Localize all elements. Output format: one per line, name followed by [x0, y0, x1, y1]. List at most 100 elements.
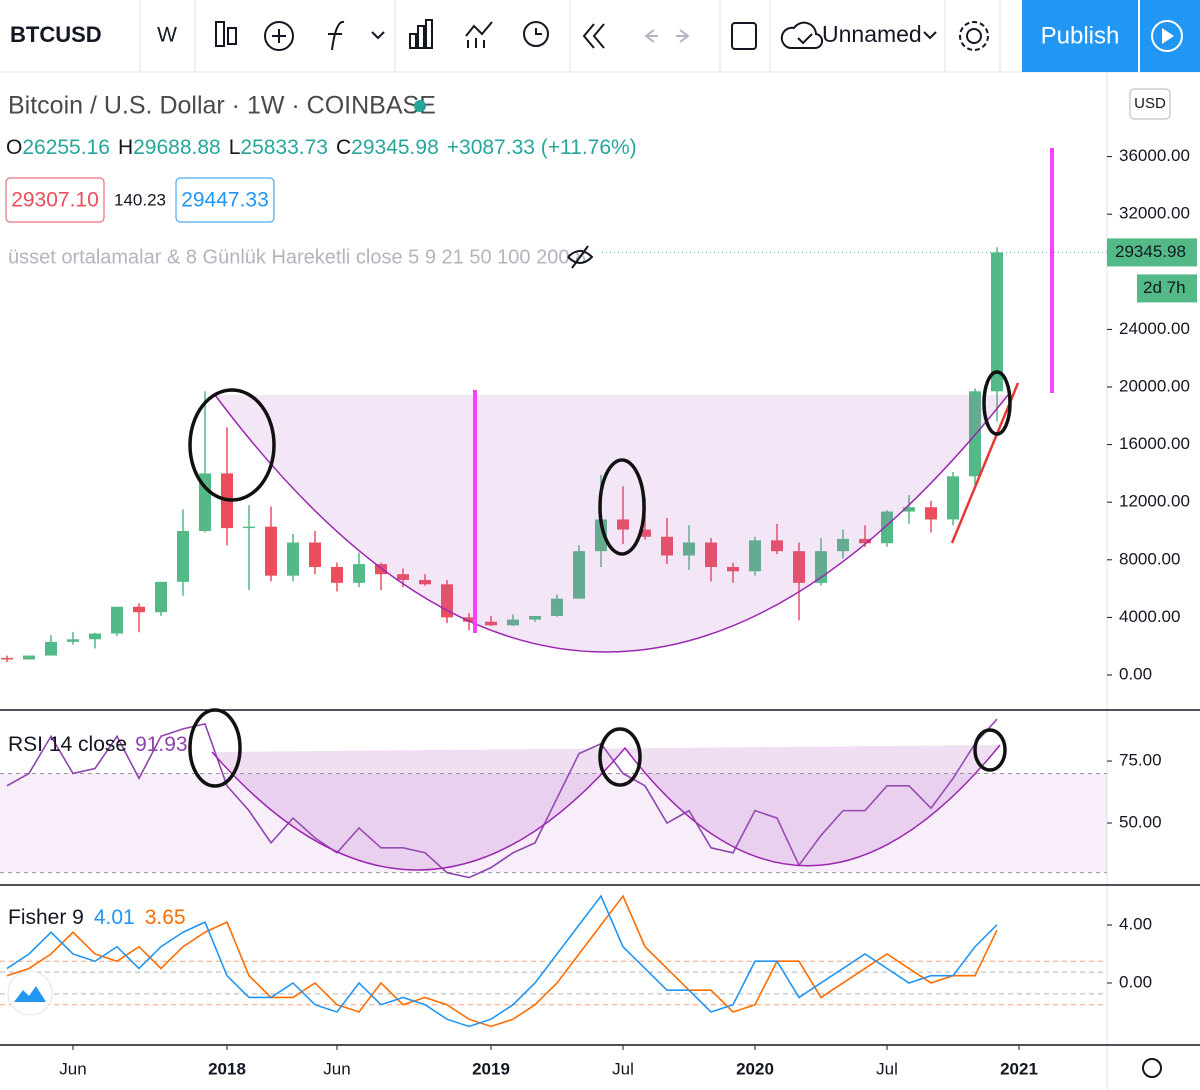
symbol[interactable]: BTCUSD: [10, 22, 102, 47]
hand-circle: [598, 727, 642, 787]
countdown-box: [1137, 274, 1197, 303]
candle-body: [793, 551, 805, 583]
candle-body: [463, 617, 475, 622]
candle-body: [551, 598, 563, 616]
pane-legend: 91.93: [135, 733, 188, 756]
x-tick-label: 2020: [736, 1059, 774, 1078]
candle-body: [419, 579, 431, 585]
ohlc-value: 29688.88: [133, 136, 221, 159]
candle-body: [353, 564, 365, 583]
candle-body: [243, 526, 255, 529]
toolbar-separators: [139, 0, 1001, 72]
candle-body: [859, 538, 871, 544]
rsi-title: RSI 14 close 91.93: [8, 733, 188, 756]
x-tick-label: Jul: [876, 1059, 898, 1078]
y-tick-label: 8000.00: [1119, 549, 1180, 568]
currency-box: [1129, 88, 1171, 120]
candle-body: [639, 529, 651, 537]
candle-body: [485, 621, 497, 626]
candle-body: [45, 641, 57, 656]
currency: USD: [1134, 95, 1166, 112]
ohlc-value: 25833.73: [240, 136, 328, 159]
pane-legend: RSI 14 close: [8, 733, 127, 756]
hand-circle: [598, 458, 646, 556]
candle-body: [507, 619, 519, 626]
candle-body: [837, 538, 849, 552]
candle-body: [529, 615, 541, 620]
y-tick-label: 4.00: [1119, 914, 1152, 933]
publish-button[interactable]: [1022, 0, 1138, 72]
y-tick-label: 12000.00: [1119, 492, 1190, 511]
bid-box: [5, 177, 105, 223]
settings-icon[interactable]: [1142, 1058, 1162, 1078]
y-tick-label: 16000.00: [1119, 434, 1190, 453]
candle-body: [1, 657, 13, 660]
ask-box: [175, 177, 275, 223]
indicator-line: [6, 718, 998, 879]
candle-body: [749, 540, 761, 572]
candle-body: [111, 606, 123, 634]
indicator-line: [6, 894, 998, 1028]
ohlc-key: C: [336, 136, 351, 159]
ohlc-key: H: [118, 136, 133, 159]
ask: 29447.33: [181, 189, 269, 212]
candle-body: [265, 526, 277, 576]
y-tick-label: 50.00: [1119, 813, 1162, 832]
last-price-box: [1107, 238, 1197, 267]
last-price-label: 29345.98: [1115, 242, 1186, 261]
y-tick-label: 75.00: [1119, 751, 1162, 770]
candle-body: [89, 633, 101, 640]
ohlc-key: O: [6, 136, 22, 159]
countdown: 2d 7h: [1143, 278, 1186, 297]
x-tick-label: 2018: [208, 1059, 246, 1078]
candle-body: [771, 540, 783, 552]
indicator-line: [6, 894, 998, 1028]
candle-body: [67, 639, 79, 642]
play-icon: [1151, 20, 1183, 52]
y-tick-label: 36000.00: [1119, 146, 1190, 165]
ohlc-key: L: [229, 136, 241, 159]
rsi-band: [0, 773, 1107, 873]
layout-name[interactable]: Unnamed: [822, 21, 922, 47]
x-tick-label: 2021: [1000, 1059, 1038, 1078]
interval[interactable]: W: [157, 24, 177, 47]
pane-legend: Fisher 9: [8, 906, 84, 929]
rsi-cup-fill: [212, 745, 1000, 871]
annotations: [188, 148, 1054, 871]
y-tick-label: 4000.00: [1119, 607, 1180, 626]
cup-fill: [215, 395, 1008, 652]
trend-line: [950, 382, 1020, 544]
candle-body: [23, 655, 35, 660]
ohlc: O26255.16 H29688.88 L25833.73 C29345.98 +308…: [6, 136, 637, 159]
candle-body: [397, 574, 409, 580]
logo: [7, 970, 53, 1016]
hand-circle: [973, 728, 1007, 772]
chart-title: Bitcoin / U.S. Dollar · 1W · COINBASE: [8, 92, 436, 120]
pane-legend: 4.01: [94, 906, 135, 929]
pane-legend: 3.65: [145, 906, 186, 929]
candle-body: [925, 507, 937, 520]
y-tick-label: 24000.00: [1119, 319, 1190, 338]
fisher-title: Fisher 9 4.01 3.65: [8, 906, 186, 929]
status-dot: [414, 100, 426, 112]
toolbar: [0, 0, 1200, 73]
toolbar-icons[interactable]: [215, 19, 989, 51]
candle-body: [727, 566, 739, 572]
candle-body: [903, 507, 915, 512]
candle-body: [661, 536, 673, 556]
change: +3087.33 (+11.76%): [447, 136, 637, 159]
cup-arc: [214, 394, 1009, 653]
hand-circle: [188, 388, 276, 502]
y-tick-label: 0.00: [1119, 664, 1152, 683]
x-tick-label: Jul: [612, 1059, 634, 1078]
publish-label[interactable]: Publish: [1041, 22, 1120, 49]
hand-circle: [982, 370, 1012, 436]
hand-circle: [188, 708, 242, 788]
candle-body: [705, 542, 717, 567]
x-tick-label: Jun: [59, 1059, 86, 1078]
y-tick-label: 20000.00: [1119, 376, 1190, 395]
candle-body: [133, 606, 145, 613]
candle-body: [375, 564, 387, 575]
y-tick-label: 0.00: [1119, 972, 1152, 991]
